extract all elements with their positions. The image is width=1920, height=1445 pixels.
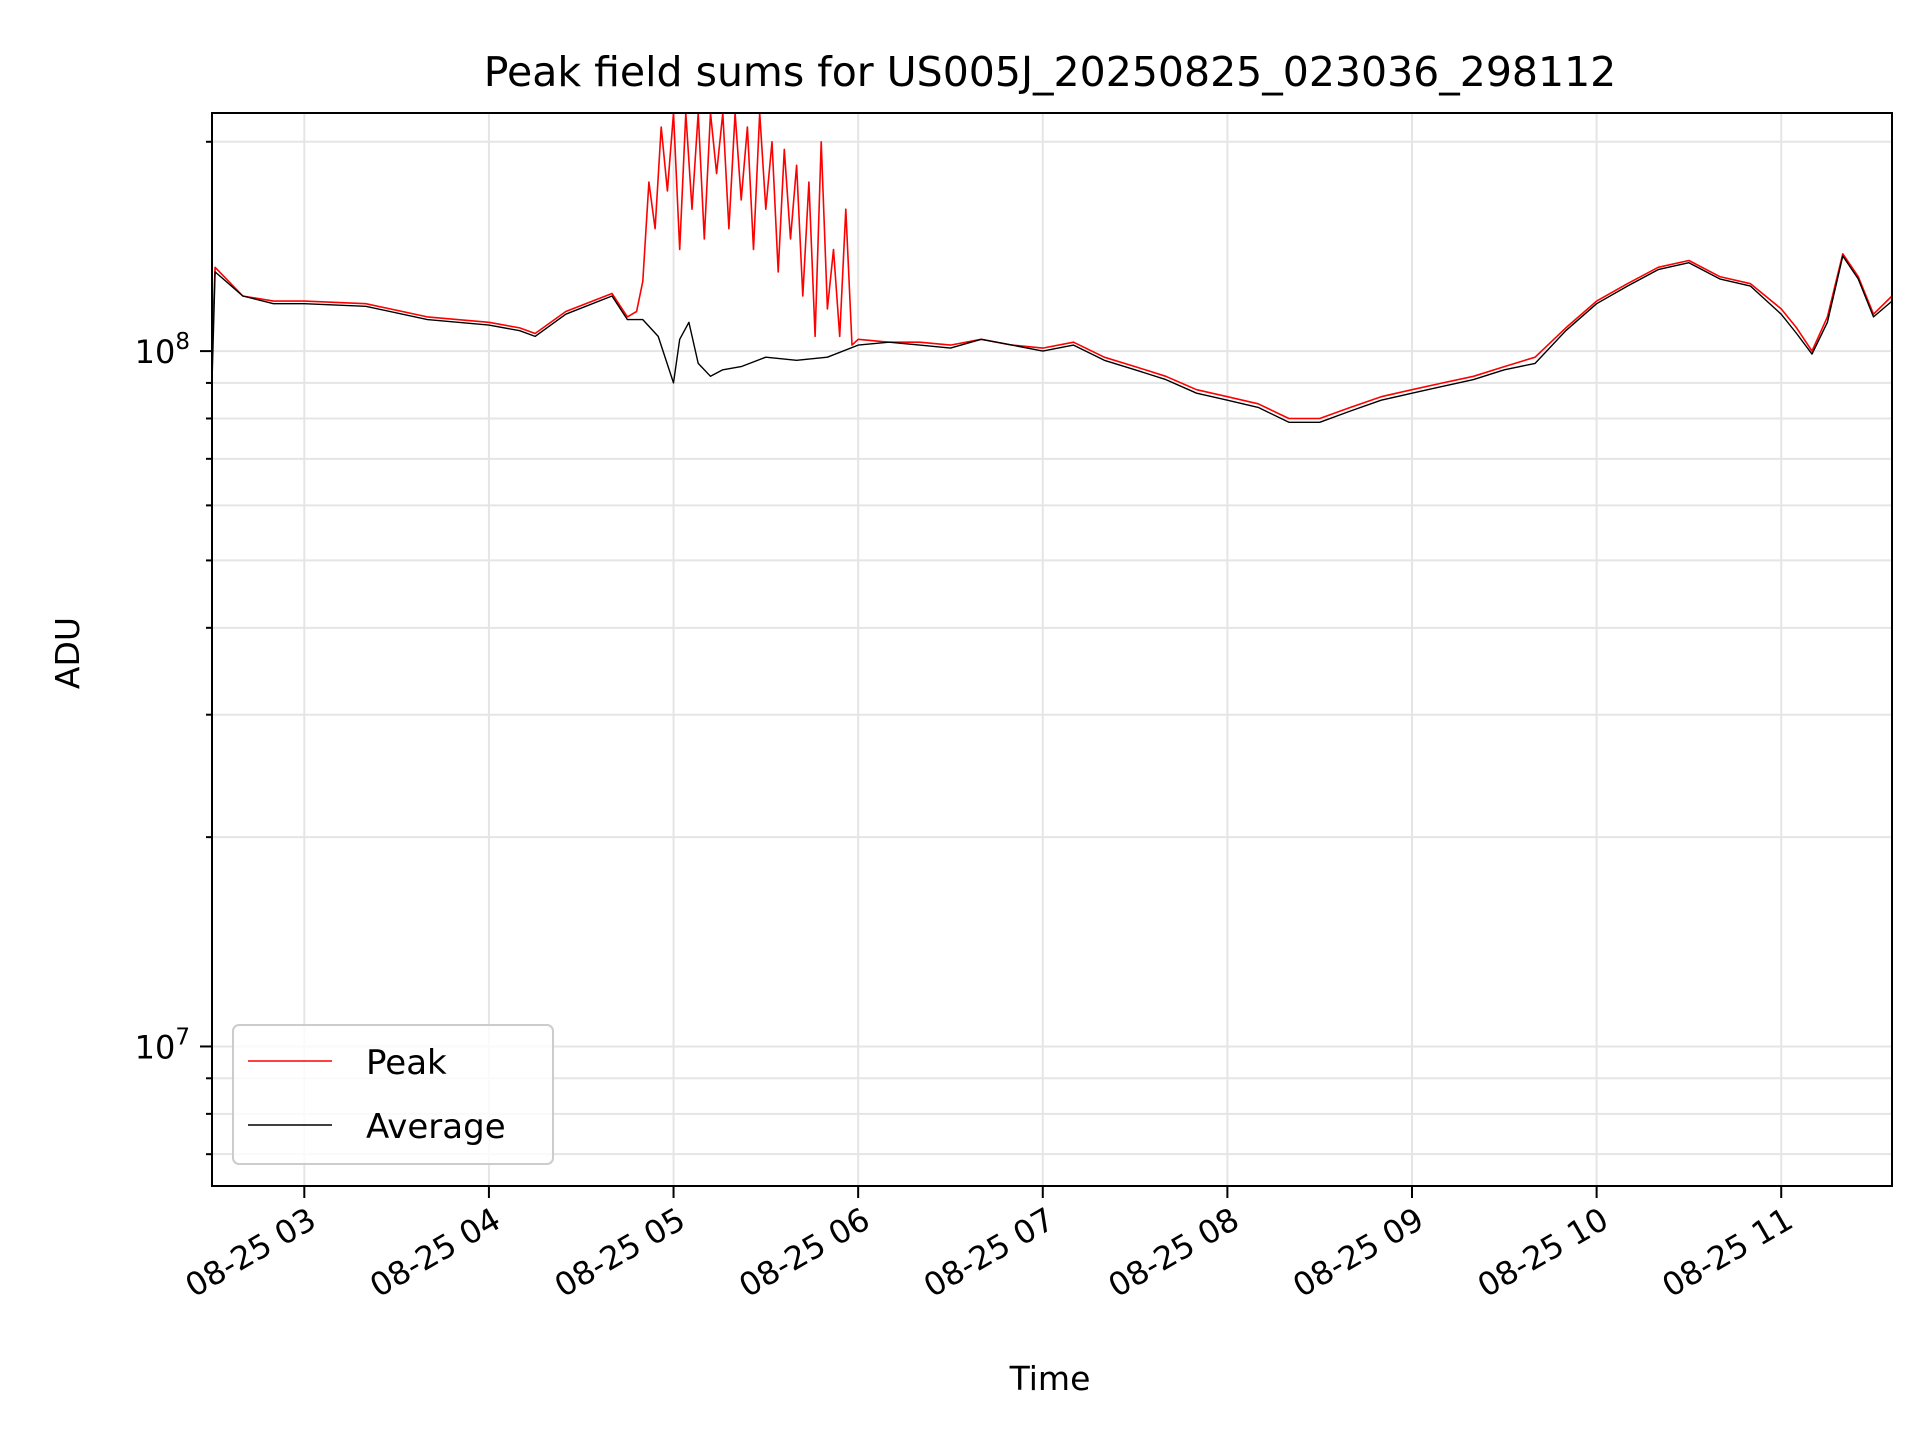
legend-label-peak: Peak [366,1043,447,1083]
x-tick-label: 08-25 04 [363,1200,507,1305]
y-axis-label: ADU [48,617,87,689]
series-line-peak [211,112,1893,420]
x-tick-label: 08-25 03 [179,1200,323,1305]
x-tick-label: 08-25 10 [1471,1200,1615,1305]
legend-box [232,1024,554,1165]
x-tick-label: 08-25 08 [1102,1200,1246,1305]
x-tick-label: 08-25 06 [733,1200,877,1305]
x-tick-label: 08-25 11 [1656,1200,1800,1305]
y-tick-label: 107 [135,1024,190,1066]
x-tick-label: 08-25 07 [917,1200,1061,1305]
x-tick-label: 08-25 05 [548,1200,692,1305]
x-axis-label: Time [1009,1359,1091,1398]
legend: Peak Average [232,1024,554,1165]
series-layer [211,112,1893,423]
x-tick-label: 08-25 09 [1286,1200,1430,1305]
chart-title: Peak field sums for US005J_20250825_0230… [484,48,1617,96]
legend-label-average: Average [366,1107,506,1147]
plot-frame [211,112,1893,1187]
series-line-average [211,255,1893,423]
y-tick-label: 108 [135,329,190,371]
